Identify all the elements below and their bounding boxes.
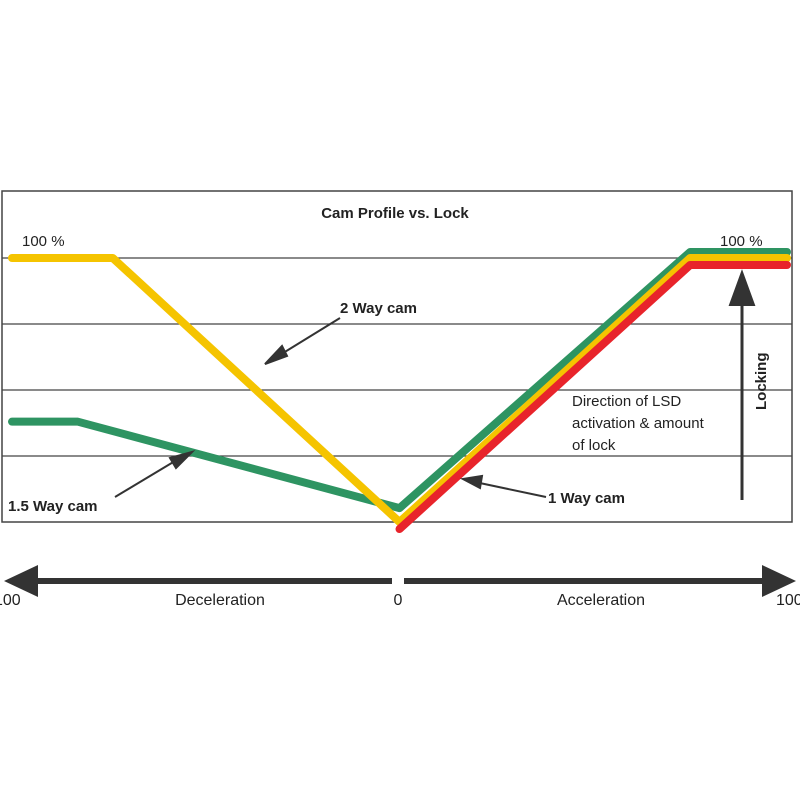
x-tick-center: 0 xyxy=(394,592,403,609)
acceleration-axis-line xyxy=(404,578,770,584)
x-tick-right: 100 xyxy=(776,592,800,609)
arrowhead-2-way-cam xyxy=(264,344,289,365)
arrow-1-5-way-cam xyxy=(114,457,181,498)
acceleration-arrowhead xyxy=(762,565,796,597)
x-label-acceleration: Acceleration xyxy=(557,592,645,609)
chart-frame xyxy=(1,190,793,523)
deceleration-arrowhead xyxy=(4,565,38,597)
series-line-1-way-cam xyxy=(395,261,791,533)
direction-text-line-2: activation & amount xyxy=(572,415,705,432)
arrow-2-way-cam xyxy=(274,317,341,359)
locking-arrowhead xyxy=(728,269,756,306)
label-1-5-way-cam: 1.5 Way cam xyxy=(8,498,98,515)
y-top-label-right: 100 % xyxy=(720,233,763,250)
arrowhead-1-5-way-cam xyxy=(168,450,196,470)
x-tick-left: 100 xyxy=(0,592,21,609)
arrow-1-way-cam xyxy=(474,481,547,498)
locking-label: Locking xyxy=(753,352,770,410)
deceleration-axis-line xyxy=(25,578,392,584)
label-1-way-cam: 1 Way cam xyxy=(548,490,625,507)
chart-title: Cam Profile vs. Lock xyxy=(321,205,469,222)
series-lines xyxy=(8,248,791,533)
series-line-2-way-cam xyxy=(8,254,791,526)
direction-text-line-1: Direction of LSD xyxy=(572,393,681,410)
x-label-deceleration: Deceleration xyxy=(175,592,265,609)
y-top-label-left: 100 % xyxy=(22,233,65,250)
direction-text-line-3: of lock xyxy=(572,437,616,454)
gridlines xyxy=(2,257,792,457)
series-line-1-5-way-cam xyxy=(8,248,791,513)
label-2-way-cam: 2 Way cam xyxy=(340,300,417,317)
arrowhead-1-way-cam xyxy=(459,474,484,490)
